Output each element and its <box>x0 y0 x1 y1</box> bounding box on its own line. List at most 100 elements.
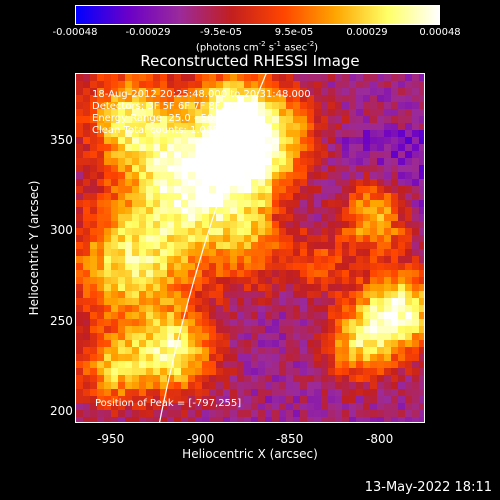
heatmap-cell <box>181 130 189 138</box>
heatmap-cell <box>125 88 133 96</box>
heatmap-cell <box>76 109 84 117</box>
heatmap-cell <box>237 410 245 418</box>
heatmap-cell <box>188 361 196 369</box>
heatmap-cell <box>237 417 245 422</box>
heatmap-cell <box>251 102 259 110</box>
heatmap-cell <box>167 403 175 411</box>
heatmap-cell <box>167 193 175 201</box>
heatmap-cell <box>160 284 168 292</box>
heatmap-cell <box>104 403 112 411</box>
heatmap-cell <box>97 340 105 348</box>
heatmap-cell <box>300 179 308 187</box>
heatmap-cell <box>300 200 308 208</box>
heatmap-cell <box>293 158 301 166</box>
heatmap-cell <box>314 207 322 215</box>
heatmap-cell <box>300 368 308 376</box>
heatmap-cell <box>90 172 98 180</box>
heatmap-cell <box>97 228 105 236</box>
heatmap-cell <box>370 410 378 418</box>
heatmap-cell <box>209 74 217 82</box>
heatmap-cell <box>188 95 196 103</box>
heatmap-cell <box>300 389 308 397</box>
heatmap-cell <box>293 179 301 187</box>
heatmap-cell <box>188 375 196 383</box>
heatmap-cell <box>230 102 238 110</box>
heatmap-cell <box>363 263 371 271</box>
heatmap-cell <box>321 186 329 194</box>
heatmap-cell <box>279 277 287 285</box>
heatmap-cell <box>202 144 210 152</box>
heatmap-cell <box>160 193 168 201</box>
heatmap-cell <box>167 361 175 369</box>
heatmap-cell <box>104 382 112 390</box>
heatmap-cell <box>174 277 182 285</box>
heatmap-cell <box>139 81 147 89</box>
heatmap-cell <box>293 340 301 348</box>
heatmap-cell <box>188 326 196 334</box>
heatmap-cell <box>132 242 140 250</box>
heatmap-cell <box>384 144 392 152</box>
heatmap-cell <box>195 242 203 250</box>
heatmap-cell <box>293 95 301 103</box>
heatmap-cell <box>223 144 231 152</box>
heatmap-cell <box>244 137 252 145</box>
heatmap-cell <box>398 228 406 236</box>
heatmap-cell <box>377 179 385 187</box>
heatmap-cell <box>111 326 119 334</box>
heatmap-cell <box>412 144 420 152</box>
heatmap-cell <box>125 123 133 131</box>
heatmap-cell <box>237 200 245 208</box>
heatmap-cell <box>265 186 273 194</box>
heatmap-cell <box>237 298 245 306</box>
heatmap-cell <box>349 137 357 145</box>
heatmap-cell <box>370 116 378 124</box>
heatmap-cell <box>104 333 112 341</box>
heatmap-cell <box>83 116 91 124</box>
heatmap-cell <box>391 207 399 215</box>
heatmap-cell <box>223 137 231 145</box>
heatmap-cell <box>370 305 378 313</box>
heatmap-cell <box>118 228 126 236</box>
heatmap-cell <box>111 340 119 348</box>
heatmap-cell <box>307 277 315 285</box>
heatmap-cell <box>391 417 399 422</box>
heatmap-cell <box>384 340 392 348</box>
heatmap-cell <box>370 340 378 348</box>
heatmap-cell <box>293 403 301 411</box>
heatmap-cell <box>195 284 203 292</box>
heatmap-cell <box>146 214 154 222</box>
heatmap-cell <box>349 277 357 285</box>
heatmap-cell <box>307 228 315 236</box>
heatmap-cell <box>153 221 161 229</box>
heatmap-cell <box>286 144 294 152</box>
heatmap-cell <box>258 326 266 334</box>
heatmap-cell <box>307 284 315 292</box>
heatmap-cell <box>265 256 273 264</box>
heatmap-cell <box>188 137 196 145</box>
heatmap-cell <box>300 312 308 320</box>
heatmap-cell <box>384 319 392 327</box>
heatmap-cell <box>391 312 399 320</box>
heatmap-cell <box>272 172 280 180</box>
heatmap-cell <box>209 382 217 390</box>
heatmap-cell <box>391 354 399 362</box>
heatmap-cell <box>216 298 224 306</box>
heatmap-cell <box>405 403 413 411</box>
heatmap-cell <box>160 137 168 145</box>
heatmap-cell <box>153 165 161 173</box>
heatmap-cell <box>97 375 105 383</box>
heatmap-cell <box>146 116 154 124</box>
heatmap-cell <box>384 116 392 124</box>
heatmap-cell <box>139 74 147 82</box>
heatmap-cell <box>279 270 287 278</box>
heatmap-cell <box>300 221 308 229</box>
heatmap-cell <box>90 354 98 362</box>
heatmap-cell <box>279 88 287 96</box>
heatmap-cell <box>412 375 420 383</box>
heatmap-cell <box>118 347 126 355</box>
heatmap-cell <box>202 361 210 369</box>
heatmap-plot-area <box>75 73 425 423</box>
heatmap-cell <box>118 158 126 166</box>
heatmap-cell <box>412 333 420 341</box>
heatmap-cell <box>167 354 175 362</box>
